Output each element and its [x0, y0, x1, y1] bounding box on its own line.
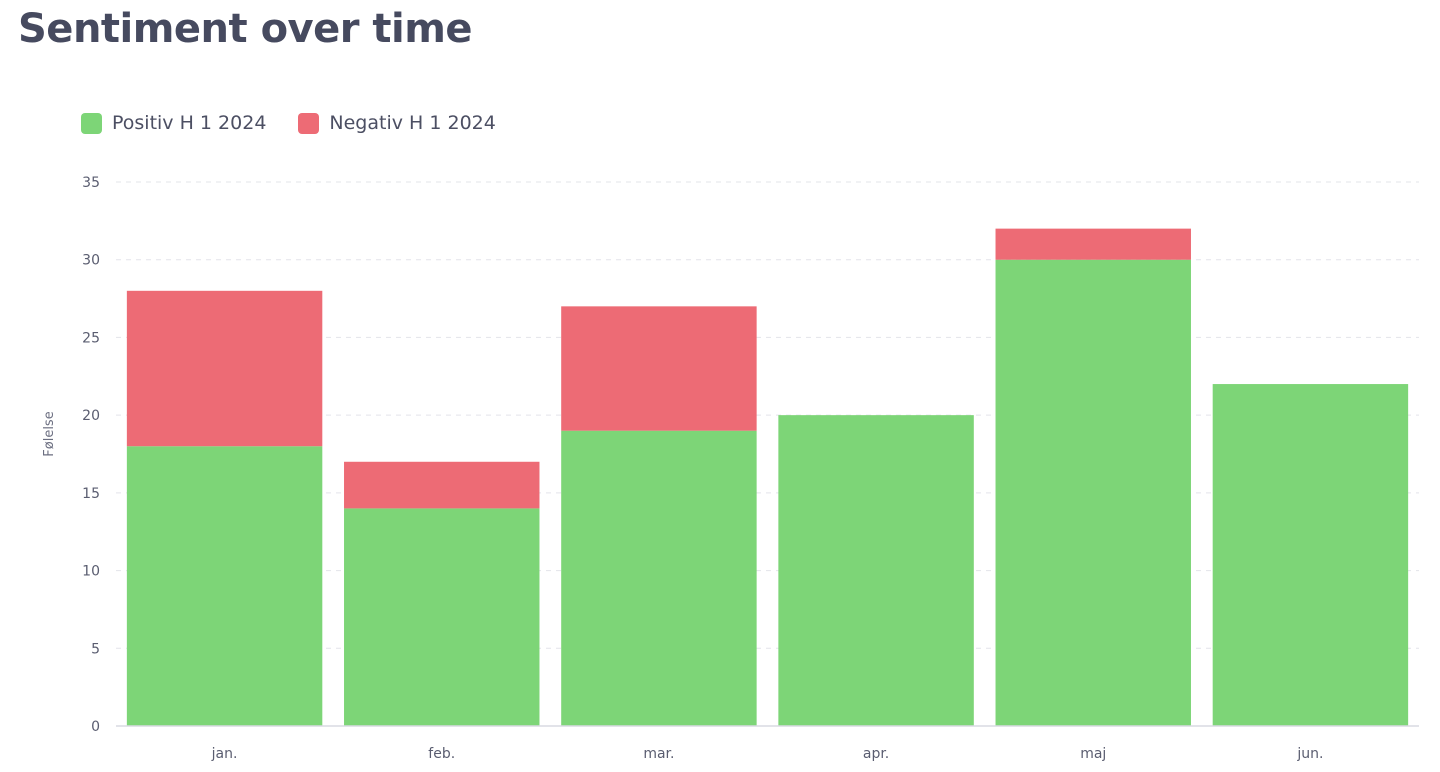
x-tick-label-3: apr. — [863, 746, 889, 762]
bar-positive-1 — [344, 508, 540, 726]
bar-positive-4 — [995, 259, 1191, 726]
legend-label-positive: Positiv H 1 2024 — [112, 112, 267, 134]
legend-swatch-positive — [81, 112, 102, 134]
grid-lines — [116, 181, 1419, 649]
y-tick-label-15: 15 — [82, 486, 100, 502]
legend-item-negative[interactable]: Negativ H 1 2024 — [298, 112, 496, 134]
y-tick-label-35: 35 — [82, 175, 100, 191]
chart-legend: Positiv H 1 2024 Negativ H 1 2024 — [81, 112, 496, 134]
x-tick-label-2: mar. — [643, 746, 674, 762]
x-tick-label-5: jun. — [1296, 746, 1323, 762]
y-tick-label-30: 30 — [82, 253, 100, 269]
legend-label-negative: Negativ H 1 2024 — [329, 112, 496, 134]
bar-negative-0 — [126, 290, 323, 447]
x-tick-label-0: jan. — [211, 746, 238, 762]
bar-positive-5 — [1212, 384, 1409, 726]
bar-positive-0 — [126, 446, 323, 726]
bar-negative-4 — [995, 228, 1191, 260]
axes: 0 5 10 15 20 25 30 35 jan. feb. mar. apr. maj jun. — [82, 175, 1419, 762]
y-tick-label-0: 0 — [91, 719, 100, 735]
legend-swatch-negative — [298, 112, 320, 134]
bar-positive-2 — [561, 430, 757, 726]
bar-series — [126, 228, 1409, 726]
y-axis-title: Følelse — [42, 411, 57, 456]
x-tick-label-4: maj — [1080, 746, 1106, 762]
page-title: Sentiment over time — [18, 6, 473, 52]
y-tick-label-20: 20 — [82, 408, 100, 424]
legend-item-positive[interactable]: Positiv H 1 2024 — [81, 112, 266, 134]
y-tick-label-25: 25 — [82, 330, 100, 346]
bar-positive-3 — [778, 415, 974, 726]
bar-negative-2 — [561, 306, 757, 431]
y-tick-label-5: 5 — [91, 641, 100, 657]
y-tick-label-10: 10 — [82, 564, 100, 580]
bar-negative-1 — [344, 461, 540, 509]
x-tick-label-1: feb. — [428, 746, 455, 762]
